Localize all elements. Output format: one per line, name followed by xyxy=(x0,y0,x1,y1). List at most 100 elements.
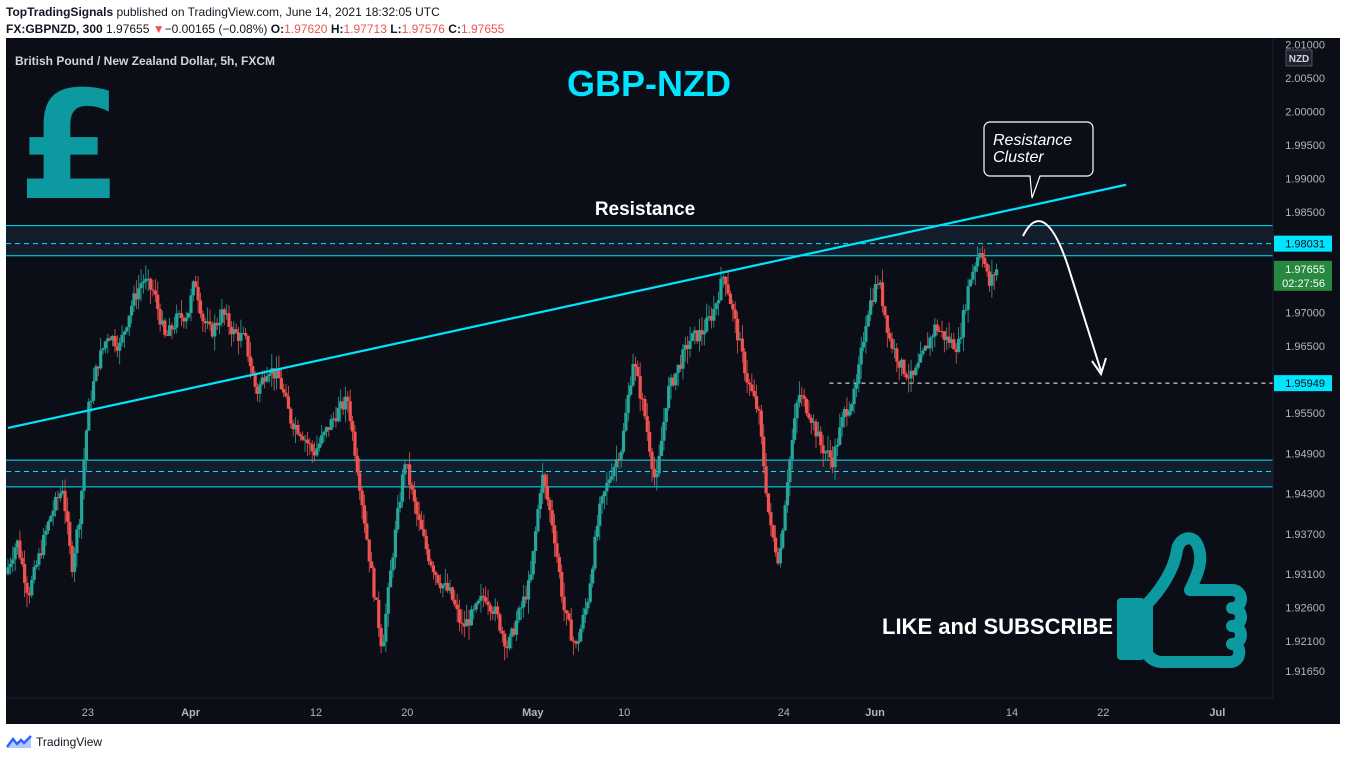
candle-body xyxy=(743,351,747,374)
currency-badge: NZD xyxy=(1289,54,1310,65)
x-tick-label: Jun xyxy=(865,707,885,719)
candle-body xyxy=(419,519,424,530)
candle-body xyxy=(662,421,666,441)
candle-body xyxy=(759,410,763,437)
candle-body xyxy=(671,377,676,386)
resistance-price-tag xyxy=(1274,235,1332,252)
candle-body xyxy=(457,609,462,623)
candle-body xyxy=(859,347,863,365)
candle-body xyxy=(633,363,637,367)
candle-body xyxy=(728,293,733,305)
candle-body xyxy=(348,401,352,422)
candle-body xyxy=(156,294,160,309)
candle-body xyxy=(626,394,630,413)
candle-body xyxy=(897,361,901,368)
candle-body xyxy=(115,346,119,351)
candle-body xyxy=(930,336,935,338)
candle-body xyxy=(120,334,124,343)
candle-body xyxy=(77,524,81,530)
candle-body xyxy=(519,607,523,609)
target-price-label: 1.95949 xyxy=(1285,378,1325,390)
candle-body xyxy=(995,269,999,276)
callout-bubble xyxy=(983,121,1094,199)
candle-body xyxy=(34,564,39,567)
candle-body xyxy=(785,482,790,506)
candle-body xyxy=(213,322,217,337)
candle-body xyxy=(802,395,806,400)
candle-body xyxy=(248,356,253,367)
candle-body xyxy=(695,330,699,342)
thumbs-up-icon xyxy=(1117,532,1247,668)
candle-body xyxy=(493,606,497,614)
candle-body xyxy=(648,432,652,452)
candle-body xyxy=(358,472,362,491)
candle-body xyxy=(800,395,804,397)
candle-body xyxy=(122,331,127,335)
x-tick-label: 14 xyxy=(1006,707,1018,719)
candle-body xyxy=(220,309,224,323)
candle-body xyxy=(690,333,695,341)
candle-body xyxy=(678,364,683,369)
candle-body xyxy=(904,374,908,378)
candle-body xyxy=(346,396,350,402)
candle-body xyxy=(550,510,554,526)
candle-body xyxy=(631,363,635,386)
target-price-tag xyxy=(1274,375,1332,392)
candle-body xyxy=(940,331,944,333)
candle-body xyxy=(410,484,414,490)
candle-body xyxy=(826,450,830,452)
candle-body xyxy=(153,290,157,295)
candle-body xyxy=(828,450,832,458)
candle-body xyxy=(674,373,678,386)
candle-body xyxy=(355,455,359,473)
candle-body xyxy=(336,408,340,422)
candle-body xyxy=(11,559,15,564)
candle-body xyxy=(495,606,500,615)
candle-body xyxy=(113,335,117,347)
candle-body xyxy=(598,503,602,526)
tradingview-brand[interactable]: TradingView xyxy=(36,735,103,749)
chart-area[interactable]: British Pound / New Zealand Dollar, 5h, … xyxy=(6,38,1340,724)
candle-body xyxy=(448,587,452,591)
candle-body xyxy=(396,508,400,530)
candle-body xyxy=(232,329,236,335)
candle-body xyxy=(372,568,376,598)
candle-body xyxy=(151,289,155,291)
candle-body xyxy=(168,325,172,336)
candle-body xyxy=(579,628,583,642)
candle-body xyxy=(583,608,588,615)
bar-countdown: 02:27:56 xyxy=(1282,278,1325,290)
x-tick-label: 12 xyxy=(310,707,322,719)
candle-body xyxy=(543,474,547,486)
candle-body xyxy=(329,419,333,430)
candle-body xyxy=(182,317,186,322)
candle-body xyxy=(189,295,193,314)
chart-svg[interactable]: British Pound / New Zealand Dollar, 5h, … xyxy=(6,38,1340,724)
publisher-name[interactable]: TopTradingSignals xyxy=(6,5,114,19)
candle-body xyxy=(498,614,502,631)
candle-body xyxy=(331,418,336,420)
candle-body xyxy=(512,628,516,635)
candle-body xyxy=(203,321,207,324)
candle-body xyxy=(595,525,599,537)
candle-body xyxy=(992,274,996,276)
candle-body xyxy=(895,348,899,362)
candle-body xyxy=(783,505,787,531)
candle-body xyxy=(129,305,134,316)
candle-body xyxy=(968,279,973,287)
last-price: 1.97655 xyxy=(106,22,150,36)
candle-body xyxy=(341,401,345,410)
candle-body xyxy=(873,284,878,303)
candle-body xyxy=(279,378,283,390)
candle-body xyxy=(141,281,146,284)
candle-body xyxy=(669,377,673,387)
candle-body xyxy=(617,459,621,461)
candle-body xyxy=(75,529,79,554)
candle-body xyxy=(125,327,129,332)
candle-body xyxy=(139,283,143,289)
candle-body xyxy=(541,474,545,494)
candle-body xyxy=(819,431,823,446)
candle-body xyxy=(267,374,272,376)
y-tick-label: 1.98500 xyxy=(1285,207,1325,219)
candle-body xyxy=(46,521,51,531)
